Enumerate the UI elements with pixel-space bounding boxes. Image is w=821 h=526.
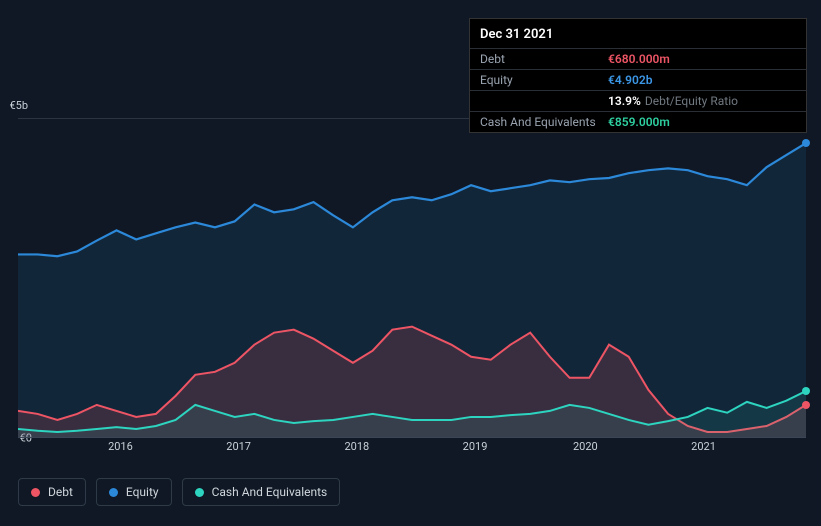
tooltip-row-label: Equity: [480, 73, 608, 87]
tooltip-row-suffix: Debt/Equity Ratio: [645, 94, 738, 108]
legend-swatch: [109, 488, 118, 497]
x-axis: 2016 2017 2018 2019 2020 2021: [18, 440, 806, 460]
x-tick-label: 2016: [108, 440, 133, 453]
x-tick-label: 2017: [226, 440, 251, 453]
tooltip-row: Debt€680.000m: [470, 48, 806, 69]
chart-tooltip: Dec 31 2021 Debt€680.000mEquity€4.902b13…: [469, 18, 807, 133]
legend-item-equity[interactable]: Equity: [96, 478, 172, 506]
tooltip-date: Dec 31 2021: [470, 19, 806, 48]
end-marker-equity: [802, 139, 810, 147]
tooltip-row-label: [480, 94, 608, 108]
legend-label: Debt: [48, 485, 73, 499]
tooltip-row-value: €859.000m: [608, 115, 670, 129]
end-marker-cash: [802, 387, 810, 395]
x-tick-label: 2019: [463, 440, 488, 453]
tooltip-row-value: 13.9%Debt/Equity Ratio: [608, 94, 738, 108]
x-baseline: [18, 437, 806, 438]
tooltip-row-label: Debt: [480, 52, 608, 66]
y-tick-label: €5b: [0, 99, 28, 118]
chart-plot-area: €5b€0: [18, 118, 806, 438]
end-marker-debt: [802, 401, 810, 409]
plot: [18, 118, 806, 438]
legend-swatch: [195, 488, 204, 497]
legend-label: Equity: [126, 485, 159, 499]
legend-swatch: [31, 488, 40, 497]
tooltip-row-value: €4.902b: [608, 73, 652, 87]
tooltip-row: Equity€4.902b: [470, 69, 806, 90]
tooltip-row: 13.9%Debt/Equity Ratio: [470, 90, 806, 111]
x-tick-label: 2018: [344, 440, 369, 453]
tooltip-row-label: Cash And Equivalents: [480, 115, 608, 129]
legend-item-debt[interactable]: Debt: [18, 478, 86, 506]
legend-item-cash[interactable]: Cash And Equivalents: [182, 478, 341, 506]
tooltip-row: Cash And Equivalents€859.000m: [470, 111, 806, 132]
legend-label: Cash And Equivalents: [212, 485, 328, 499]
legend: Debt Equity Cash And Equivalents: [18, 478, 340, 506]
x-tick-label: 2020: [573, 440, 598, 453]
x-tick-label: 2021: [691, 440, 716, 453]
tooltip-row-value: €680.000m: [608, 52, 670, 66]
